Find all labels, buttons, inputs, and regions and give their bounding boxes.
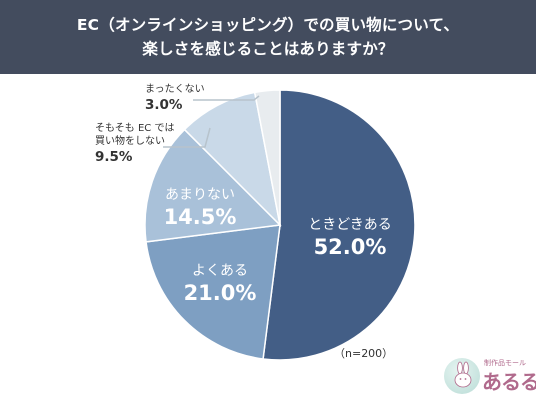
- label-no-ec-text-2: 買い物をしない: [95, 136, 165, 147]
- label-sometimes-text: ときどきある: [308, 217, 392, 233]
- label-often: よくある 21.0%: [180, 262, 260, 306]
- rabbit-icon: [454, 361, 472, 388]
- sample-size-note: （n=200）: [334, 347, 394, 360]
- label-no-ec-text-1: そもそも EC では: [95, 123, 175, 134]
- brand-logo: 制作品モール あるる: [444, 356, 536, 398]
- title-line-2: 楽しさを感じることはありますか？: [142, 40, 394, 58]
- label-never-value: 3.0%: [145, 97, 183, 113]
- label-no-ec: そもそも EC では 買い物をしない 9.5%: [95, 122, 174, 166]
- leader-line-never: [193, 95, 260, 101]
- pie-slice-1: [145, 224, 281, 360]
- pie-slice-0: [262, 89, 416, 361]
- label-rarely-value: 14.5%: [163, 205, 237, 229]
- logo-wordmark: あるる: [482, 370, 536, 394]
- logo-tagline: 制作品モール: [484, 359, 526, 367]
- label-never: まったくない 3.0%: [145, 83, 205, 114]
- label-rarely: あまりない 14.5%: [155, 186, 245, 230]
- pie-slice-2: [144, 128, 282, 243]
- label-often-value: 21.0%: [183, 281, 257, 305]
- label-sometimes-value: 52.0%: [313, 235, 387, 259]
- label-sometimes: ときどきある 52.0%: [305, 216, 395, 260]
- leader-line-no-ec: [163, 127, 211, 148]
- label-never-text: まったくない: [145, 84, 205, 95]
- label-often-text: よくある: [192, 263, 248, 279]
- label-no-ec-value: 9.5%: [95, 149, 133, 165]
- pie-slice-4: [253, 89, 281, 226]
- label-rarely-text: あまりない: [165, 187, 235, 203]
- pie-slice-3: [183, 91, 282, 228]
- chart-title: EC（オンラインショッピング）での買い物について、 楽しさを感じることはあります…: [0, 0, 536, 74]
- title-line-1: EC（オンラインショッピング）での買い物について、: [76, 16, 460, 34]
